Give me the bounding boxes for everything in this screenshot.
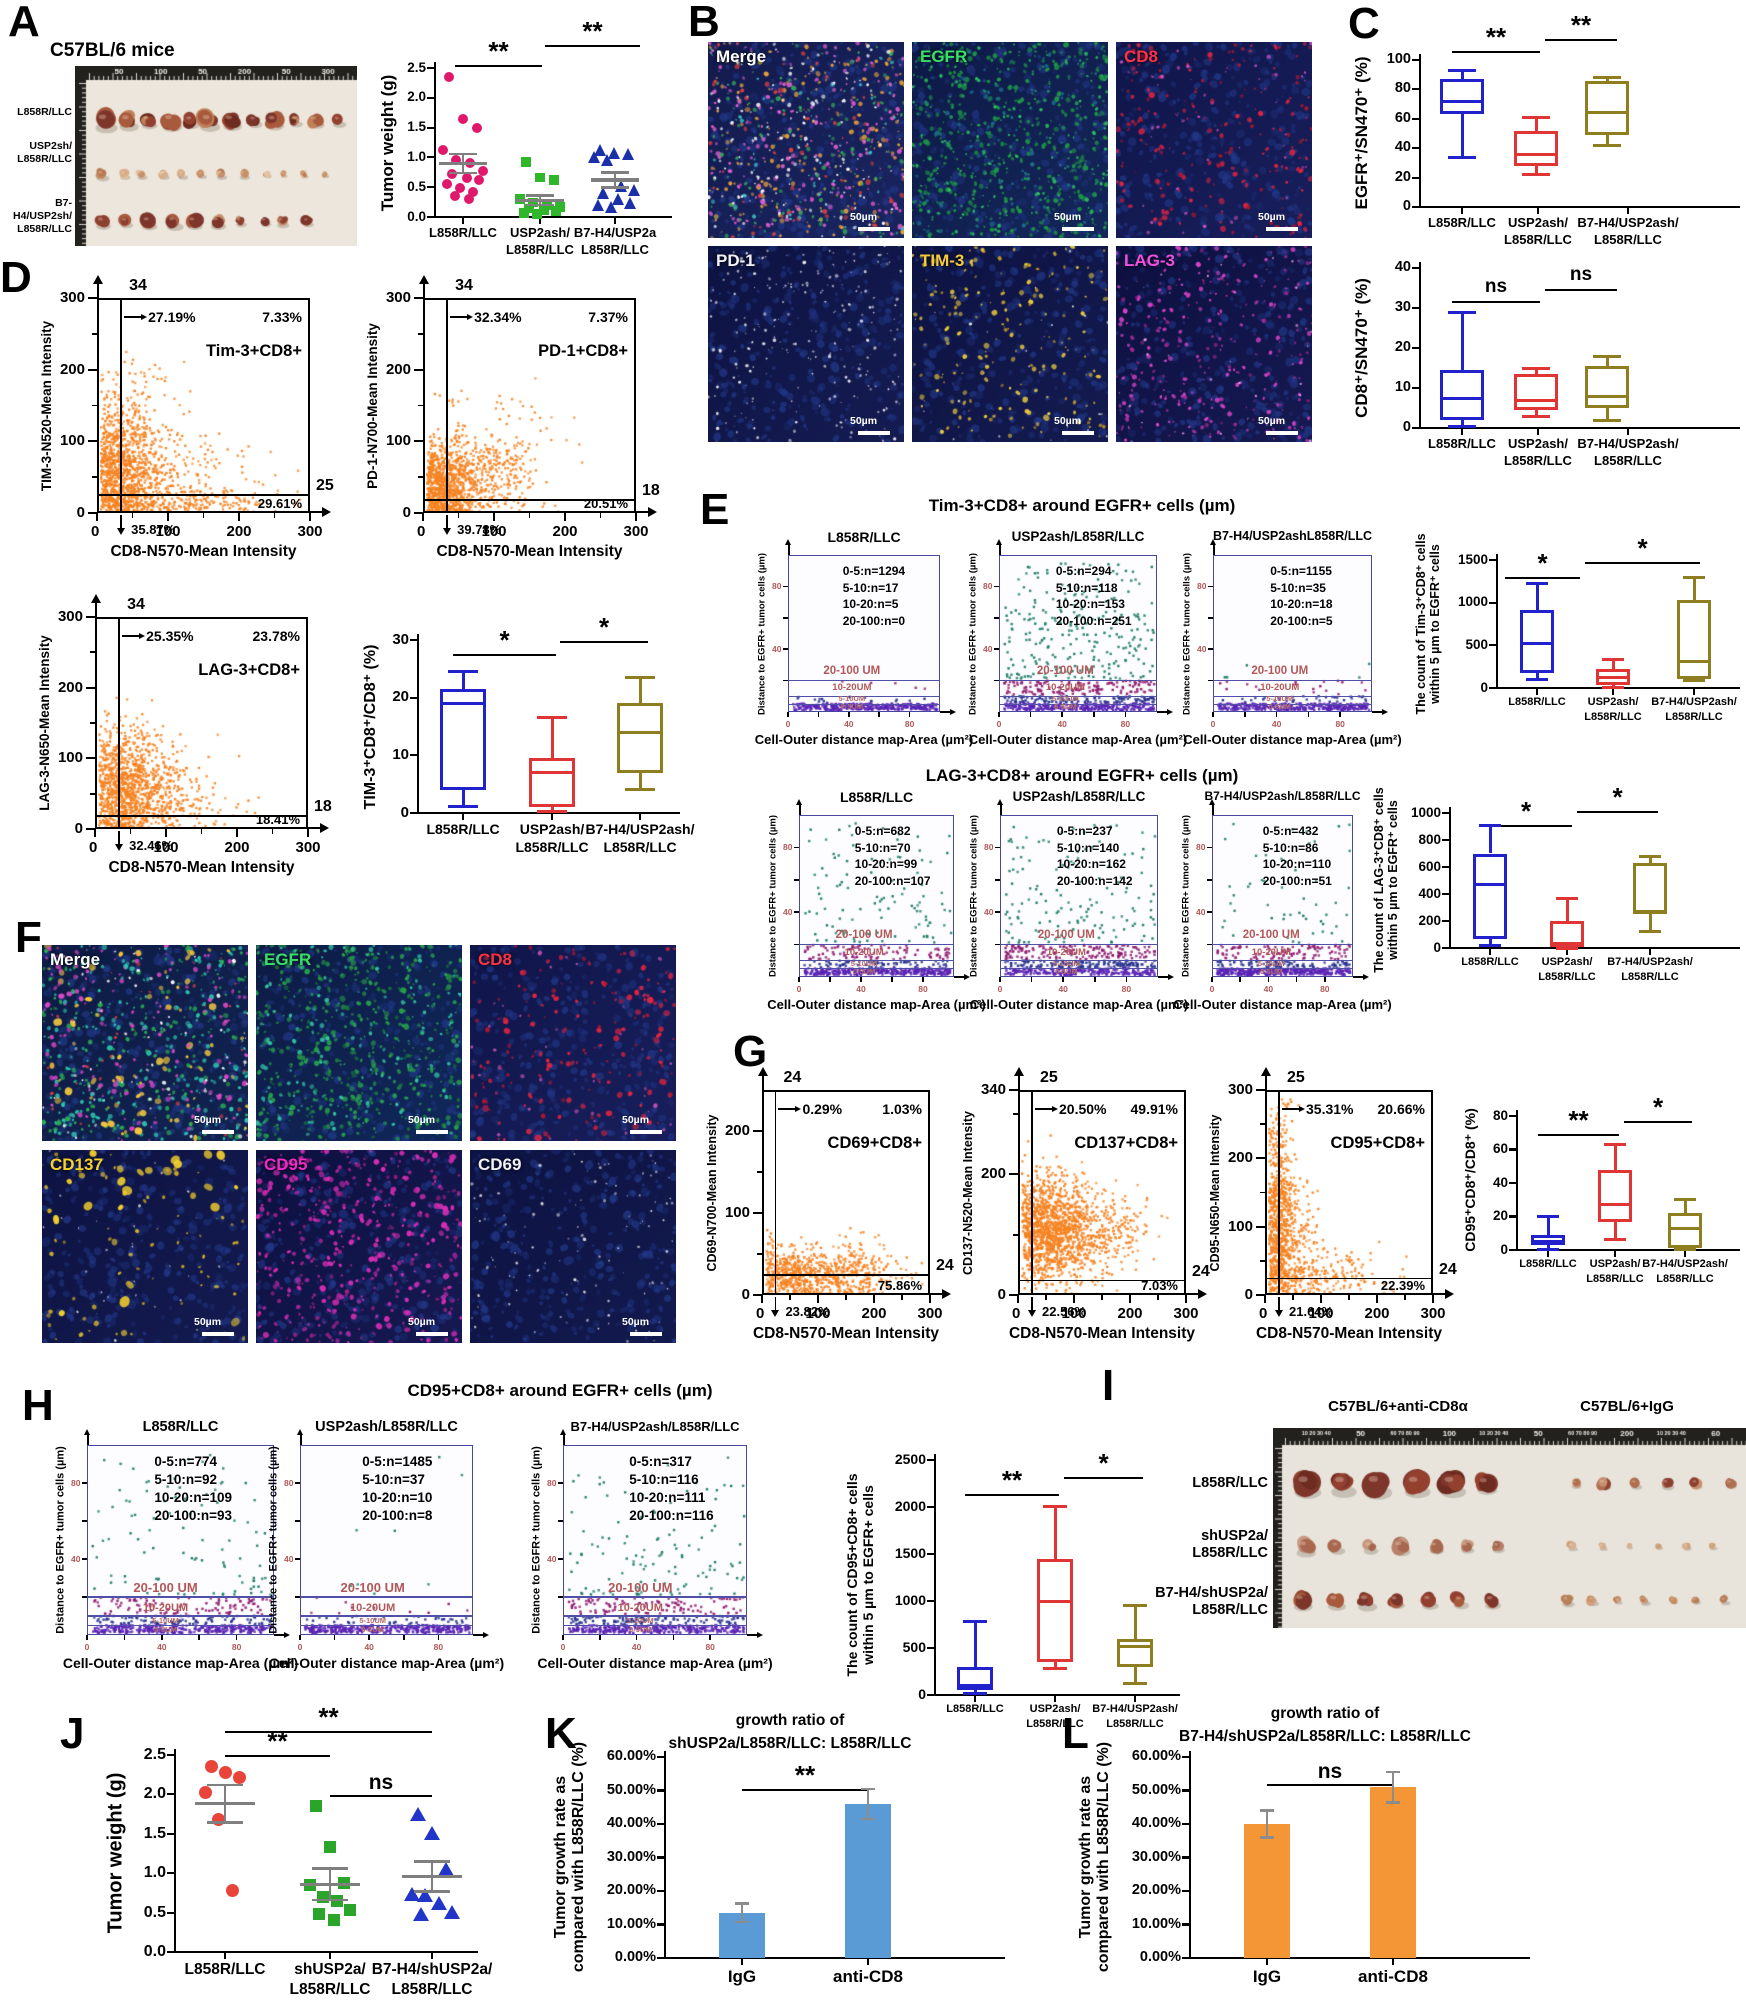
panel-a-row-label-2: USP2sh/ L858R/LLC (17, 140, 72, 165)
panel-i-row-label-2: shUSP2a/ L858R/LLC (1192, 1528, 1268, 1561)
panel-letter-f: F (15, 913, 42, 962)
panel-a-row-label-1: L858R/LLC (17, 106, 72, 118)
panel-a-title: C57BL/6 mice (50, 40, 175, 61)
panel-letter-a: A (8, 0, 40, 46)
panel-i-col-label-igg: C57BL/6+IgG (1580, 1398, 1674, 1415)
panel-letter-l: L (1062, 1709, 1089, 1758)
panel-letter-c: C (1348, 0, 1380, 48)
panel-letter-e: E (700, 485, 730, 534)
panel-letter-k: K (545, 1709, 577, 1758)
panel-h-title: CD95+CD8+ around EGFR+ cells (µm) (407, 1381, 713, 1400)
panel-letter-g: G (733, 1027, 768, 1076)
panel-letter-b: B (688, 0, 720, 46)
panel-a-row-label-3: B7-H4/USP2sh/ L858R/LLC (13, 197, 72, 235)
panel-letter-j: J (60, 1709, 85, 1758)
panel-letter-h: H (22, 1381, 54, 1430)
panel-i-col-label-anti-cd8: C57BL/6+anti-CD8α (1328, 1398, 1468, 1415)
panel-letter-i: I (1102, 1361, 1115, 1410)
panel-e-title-tim3: Tim-3+CD8+ around EGFR+ cells (µm) (928, 496, 1236, 515)
panel-i-row-label-3: B7-H4/shUSP2a/ L858R/LLC (1155, 1585, 1268, 1618)
panel-e-title-lag3: LAG-3+CD8+ around EGFR+ cells (µm) (925, 766, 1239, 785)
panel-letter-d: D (0, 253, 32, 302)
panel-i-row-label-1: L858R/LLC (1192, 1475, 1268, 1491)
